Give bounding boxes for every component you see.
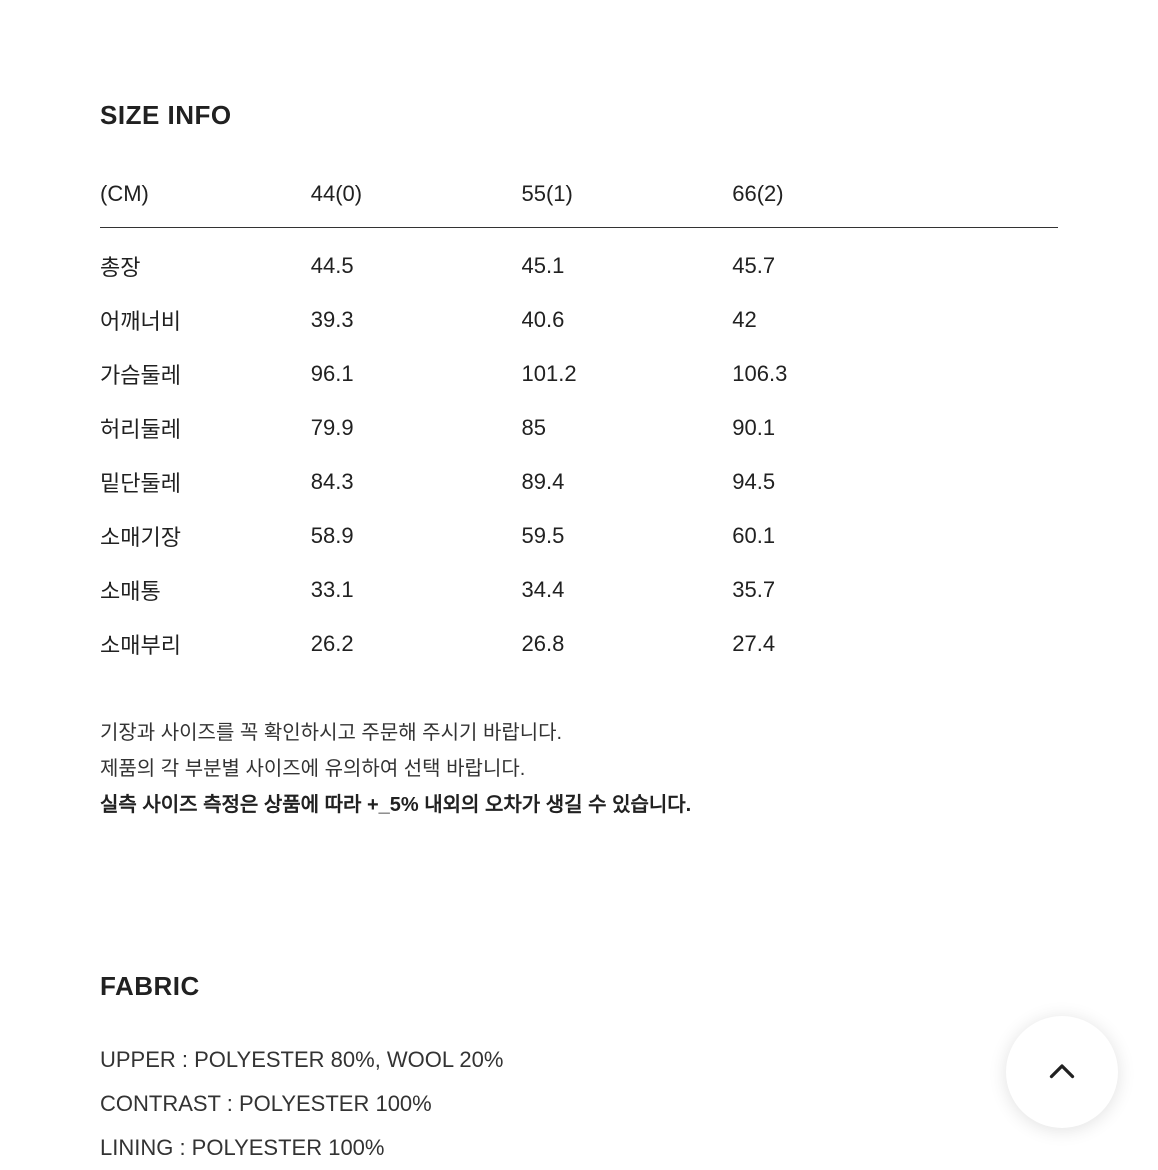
size-header-55: 55(1) (522, 167, 733, 228)
row-value: 96.1 (311, 347, 522, 401)
row-value: 40.6 (522, 293, 733, 347)
row-value: 89.4 (522, 455, 733, 509)
row-value: 60.1 (732, 509, 1058, 563)
size-info-section: SIZE INFO (CM) 44(0) 55(1) 66(2) 총장 44.5… (100, 100, 1058, 821)
row-label: 소매부리 (100, 617, 311, 671)
table-row: 허리둘레 79.9 85 90.1 (100, 401, 1058, 455)
size-note-line: 기장과 사이즈를 꼭 확인하시고 주문해 주시기 바랍니다. (100, 717, 1058, 749)
chevron-up-icon (1044, 1054, 1080, 1090)
row-value: 45.1 (522, 228, 733, 294)
size-note-line: 제품의 각 부분별 사이즈에 유의하여 선택 바랍니다. (100, 753, 1058, 785)
row-label: 소매기장 (100, 509, 311, 563)
size-header-66: 66(2) (732, 167, 1058, 228)
row-value: 90.1 (732, 401, 1058, 455)
table-row: 소매기장 58.9 59.5 60.1 (100, 509, 1058, 563)
size-note-line-bold: 실측 사이즈 측정은 상품에 따라 +_5% 내외의 오차가 생길 수 있습니다… (100, 789, 1058, 821)
row-value: 34.4 (522, 563, 733, 617)
row-value: 35.7 (732, 563, 1058, 617)
size-table-body: 총장 44.5 45.1 45.7 어깨너비 39.3 40.6 42 가슴둘레… (100, 228, 1058, 672)
fabric-title: FABRIC (100, 971, 1058, 1002)
row-label: 가슴둘레 (100, 347, 311, 401)
row-value: 106.3 (732, 347, 1058, 401)
row-value: 45.7 (732, 228, 1058, 294)
fabric-section: FABRIC UPPER : POLYESTER 80%, WOOL 20% C… (100, 971, 1058, 1170)
row-value: 58.9 (311, 509, 522, 563)
size-header-unit: (CM) (100, 167, 311, 228)
fabric-line: LINING : POLYESTER 100% (100, 1126, 1058, 1170)
table-row: 소매부리 26.2 26.8 27.4 (100, 617, 1058, 671)
row-value: 26.8 (522, 617, 733, 671)
table-row: 어깨너비 39.3 40.6 42 (100, 293, 1058, 347)
size-notes: 기장과 사이즈를 꼭 확인하시고 주문해 주시기 바랍니다. 제품의 각 부분별… (100, 717, 1058, 821)
row-value: 33.1 (311, 563, 522, 617)
row-value: 26.2 (311, 617, 522, 671)
size-table-header-row: (CM) 44(0) 55(1) 66(2) (100, 167, 1058, 228)
fabric-list: UPPER : POLYESTER 80%, WOOL 20% CONTRAST… (100, 1038, 1058, 1170)
scroll-top-button[interactable] (1006, 1016, 1118, 1128)
row-label: 어깨너비 (100, 293, 311, 347)
row-label: 소매통 (100, 563, 311, 617)
table-row: 총장 44.5 45.1 45.7 (100, 228, 1058, 294)
row-label: 밑단둘레 (100, 455, 311, 509)
row-value: 101.2 (522, 347, 733, 401)
size-header-44: 44(0) (311, 167, 522, 228)
table-row: 밑단둘레 84.3 89.4 94.5 (100, 455, 1058, 509)
fabric-line: CONTRAST : POLYESTER 100% (100, 1082, 1058, 1126)
row-value: 84.3 (311, 455, 522, 509)
row-value: 59.5 (522, 509, 733, 563)
table-row: 소매통 33.1 34.4 35.7 (100, 563, 1058, 617)
table-row: 가슴둘레 96.1 101.2 106.3 (100, 347, 1058, 401)
row-value: 39.3 (311, 293, 522, 347)
size-info-title: SIZE INFO (100, 100, 1058, 131)
row-label: 허리둘레 (100, 401, 311, 455)
row-value: 42 (732, 293, 1058, 347)
row-value: 27.4 (732, 617, 1058, 671)
row-value: 44.5 (311, 228, 522, 294)
row-label: 총장 (100, 228, 311, 294)
size-table: (CM) 44(0) 55(1) 66(2) 총장 44.5 45.1 45.7… (100, 167, 1058, 671)
row-value: 79.9 (311, 401, 522, 455)
row-value: 94.5 (732, 455, 1058, 509)
row-value: 85 (522, 401, 733, 455)
fabric-line: UPPER : POLYESTER 80%, WOOL 20% (100, 1038, 1058, 1082)
